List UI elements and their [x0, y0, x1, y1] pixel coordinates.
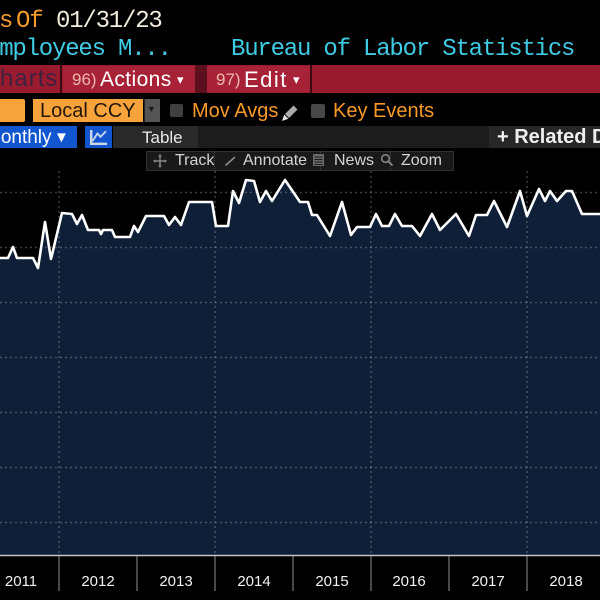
svg-text:2016: 2016 — [392, 573, 425, 590]
svg-text:2014: 2014 — [237, 573, 270, 590]
svg-text:2015: 2015 — [315, 573, 348, 590]
svg-text:2013: 2013 — [159, 573, 192, 590]
svg-text:2018: 2018 — [549, 573, 582, 590]
svg-text:2012: 2012 — [81, 573, 114, 590]
svg-text:2017: 2017 — [471, 573, 504, 590]
svg-text:2011: 2011 — [5, 573, 37, 590]
